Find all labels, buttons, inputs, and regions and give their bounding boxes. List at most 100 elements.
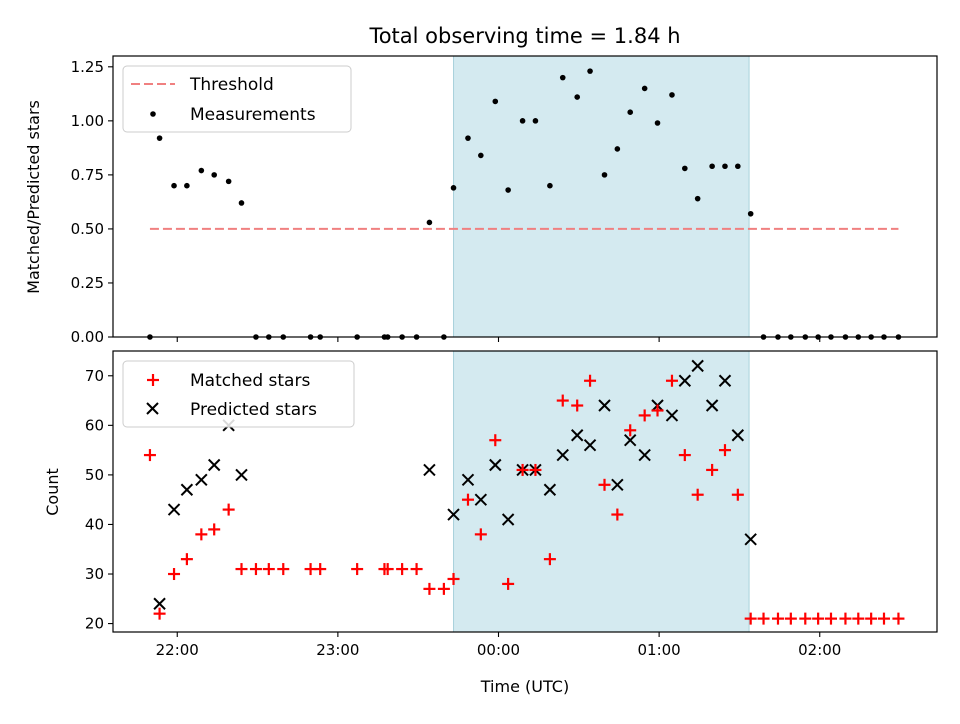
matched-point-41 <box>731 488 744 501</box>
measurement-point-39 <box>709 163 715 170</box>
matched-point-43 <box>757 612 770 625</box>
bottom-y-axis-label: Count <box>43 468 62 516</box>
matched-point-7 <box>235 563 248 576</box>
predicted-point-6 <box>235 468 248 482</box>
matched-point-30 <box>584 374 597 387</box>
xtick-label-1: 23:00 <box>316 641 359 659</box>
bottom-ytick-label-1: 30 <box>85 565 104 583</box>
measurement-point-5 <box>211 172 217 178</box>
matched-point-34 <box>638 409 651 422</box>
bottom-panel: 20 30 40 50 60 70 22:00 23:00 00:00 01:00 02:00 C… <box>43 350 938 696</box>
matched-point-10 <box>277 563 290 576</box>
xtick-label-3: 01:00 <box>638 641 681 659</box>
matched-point-51 <box>865 612 878 625</box>
predicted-point-11 <box>489 458 502 472</box>
measurement-point-29 <box>574 94 581 100</box>
xtick-label-0: 22:00 <box>156 641 199 659</box>
measurement-point-23 <box>492 98 499 105</box>
matched-point-49 <box>839 612 852 625</box>
top-ytick-label-0: 0.00 <box>71 328 104 346</box>
top-panel: 0.00 0.25 0.50 0.75 1.00 1.25 Matched/Predict… <box>24 55 938 346</box>
matched-point-53 <box>892 612 905 625</box>
matched-point-32 <box>611 508 624 521</box>
bottom-axes-frame <box>112 350 938 633</box>
matched-point-25 <box>516 463 529 476</box>
measurement-point-22 <box>478 152 484 159</box>
predicted-point-25 <box>678 374 692 387</box>
matched-point-42 <box>744 612 757 625</box>
measurement-point-40 <box>722 163 728 170</box>
measurement-point-33 <box>627 109 634 115</box>
measurement-point-31 <box>601 172 608 178</box>
bottom-ytick-label-4: 60 <box>85 416 104 434</box>
x-axis-label: Time (UTC) <box>480 677 569 696</box>
top-ytick-label-1: 0.25 <box>71 274 104 292</box>
measurement-point-26 <box>532 118 539 124</box>
measurement-point-34 <box>641 85 648 92</box>
bottom-ytick-label-2: 40 <box>85 515 104 533</box>
matched-point-8 <box>249 563 262 576</box>
matched-point-37 <box>678 449 691 462</box>
bottom-legend: Matched stars Predicted stars <box>122 360 355 428</box>
matched-point-6 <box>222 503 235 516</box>
predicted-point-0 <box>153 597 166 610</box>
measurement-point-4 <box>198 167 205 174</box>
predicted-point-2 <box>180 483 194 496</box>
matched-point-20 <box>447 572 460 585</box>
predicted-point-8 <box>447 508 460 521</box>
matched-point-47 <box>812 612 825 625</box>
predicted-point-16 <box>556 448 569 462</box>
predicted-point-3 <box>195 473 208 487</box>
matched-point-46 <box>799 612 812 625</box>
measurement-point-3 <box>184 182 190 189</box>
matched-point-45 <box>784 612 797 625</box>
matched-point-40 <box>718 444 731 457</box>
top-ytick-label-3: 0.75 <box>71 166 104 184</box>
predicted-point-15 <box>543 483 557 496</box>
matched-point-38 <box>691 488 704 501</box>
matched-point-22 <box>474 528 487 541</box>
measurement-point-32 <box>614 146 621 152</box>
xtick-label-4: 02:00 <box>798 641 841 659</box>
matched-point-33 <box>624 424 637 437</box>
bottom-ytick-label-5: 70 <box>85 367 104 385</box>
chart-title: Total observing time = 1.84 h <box>368 24 680 48</box>
predicted-point-26 <box>691 359 704 373</box>
predicted-point-22 <box>638 448 651 462</box>
measurement-point-42 <box>747 210 754 217</box>
matched-point-9 <box>262 563 275 576</box>
matched-point-35 <box>651 404 664 417</box>
measurement-point-25 <box>519 118 526 124</box>
matched-point-17 <box>410 563 423 576</box>
legend-predicted-label: Predicted stars <box>190 400 317 420</box>
predicted-point-18 <box>583 438 597 452</box>
measurement-point-24 <box>505 187 511 193</box>
matched-point-44 <box>771 612 784 625</box>
legend-measurements-swatch <box>150 111 156 117</box>
legend-threshold-label: Threshold <box>189 75 274 95</box>
measurement-point-35 <box>654 120 661 126</box>
matched-point-29 <box>571 399 584 412</box>
matched-point-24 <box>502 577 515 590</box>
measurement-point-6 <box>225 178 232 185</box>
matched-point-5 <box>208 523 221 536</box>
predicted-point-1 <box>167 503 181 516</box>
bottom-legend-box <box>122 360 355 428</box>
matched-point-26 <box>529 463 542 476</box>
matched-point-21 <box>461 493 474 506</box>
matched-point-39 <box>706 463 719 476</box>
matched-point-18 <box>423 582 436 595</box>
measurement-point-7 <box>238 200 245 206</box>
measurement-point-28 <box>559 74 566 81</box>
measurement-point-36 <box>669 92 675 98</box>
xtick-label-2: 00:00 <box>477 641 520 659</box>
measurement-point-2 <box>171 182 177 189</box>
predicted-point-7 <box>423 463 436 477</box>
measurement-point-18 <box>426 219 433 226</box>
predicted-point-20 <box>611 478 624 492</box>
legend-matched-label: Matched stars <box>190 371 310 391</box>
predicted-point-24 <box>665 409 679 422</box>
measurement-point-21 <box>465 135 471 141</box>
predicted-point-27 <box>705 399 719 412</box>
